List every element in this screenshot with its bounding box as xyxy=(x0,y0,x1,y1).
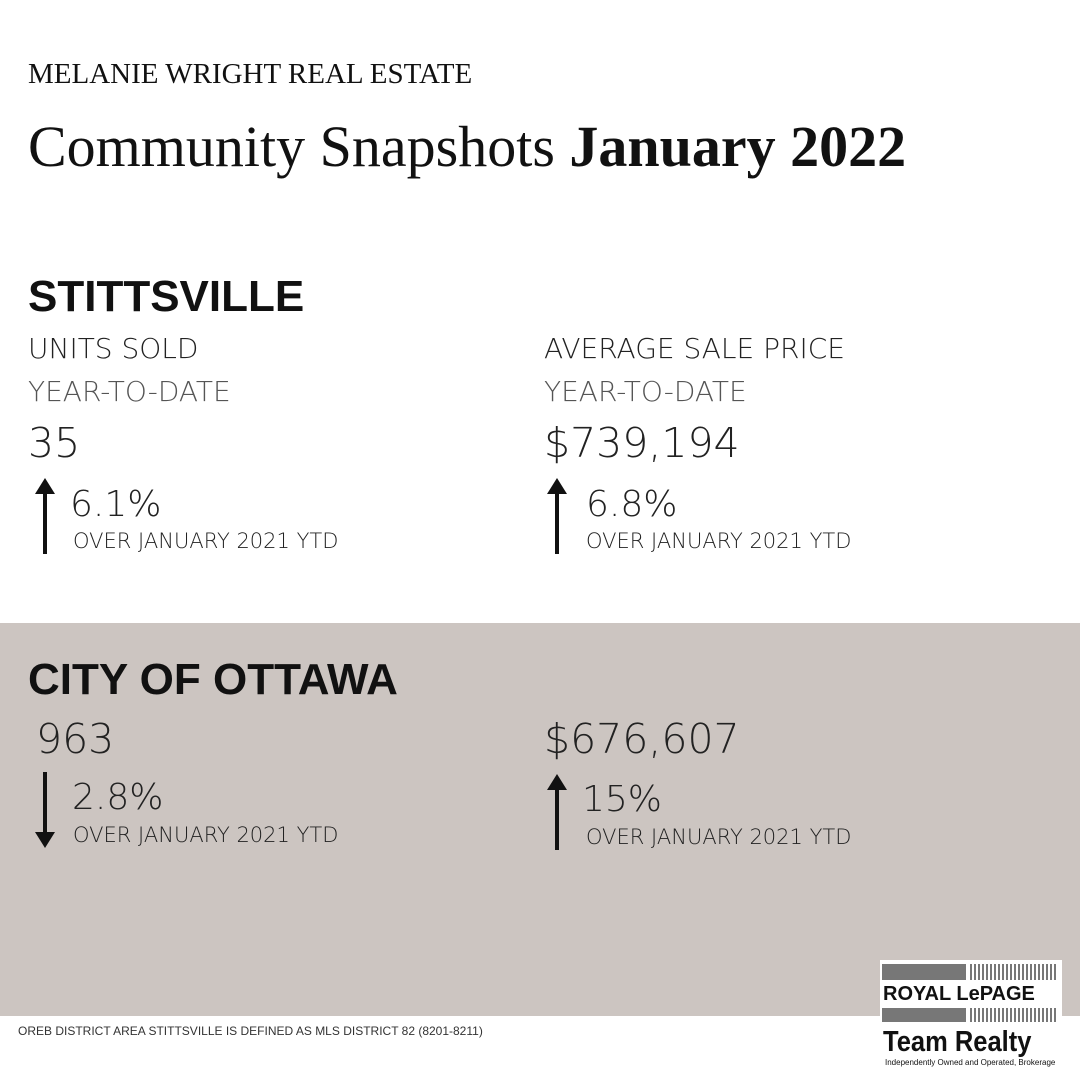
logo-tagline: Independently Owned and Operated, Broker… xyxy=(885,1058,1056,1067)
stat-change: 2.8% xyxy=(72,777,164,818)
stat-period: YEAR-TO-DATE xyxy=(544,375,747,408)
section-name: CITY OF OTTAWA xyxy=(28,655,398,704)
stat-period: YEAR-TO-DATE xyxy=(28,375,231,408)
logo-bars xyxy=(882,964,1056,980)
trend-arrow xyxy=(547,478,567,554)
logo-bars xyxy=(882,1008,1056,1022)
stat-comparison: OVER JANUARY 2021 YTD xyxy=(586,529,852,553)
arrow-head xyxy=(35,832,55,848)
section-name: STITTSVILLE xyxy=(28,272,305,321)
title: Community Snapshots January 2022 xyxy=(28,118,906,176)
stat-change: 6.8% xyxy=(586,484,678,525)
stat-value: 963 xyxy=(36,715,115,763)
trend-arrow xyxy=(35,772,55,848)
logo: ROYAL LePAGE Team Realty Independently O… xyxy=(880,960,1062,1072)
stat-label: AVERAGE SALE PRICE xyxy=(544,332,845,365)
brand: MELANIE WRIGHT REAL ESTATE xyxy=(28,58,473,90)
logo-office: Team Realty xyxy=(883,1026,1032,1058)
trend-arrow xyxy=(35,478,55,554)
title-text: Community Snapshots xyxy=(28,114,555,179)
stat-change: 6.1% xyxy=(70,484,162,525)
arrow-head xyxy=(35,478,55,494)
footer-note: OREB DISTRICT AREA STITTSVILLE IS DEFINE… xyxy=(18,1024,483,1038)
arrow-head xyxy=(547,478,567,494)
stat-value: 35 xyxy=(28,419,81,467)
title-emphasis: January 2022 xyxy=(569,114,907,179)
trend-arrow xyxy=(547,774,567,850)
stat-comparison: OVER JANUARY 2021 YTD xyxy=(586,825,852,849)
stat-comparison: OVER JANUARY 2021 YTD xyxy=(73,823,339,847)
arrow-head xyxy=(547,774,567,790)
stat-change: 15% xyxy=(582,779,663,820)
ottawa-background xyxy=(0,623,1080,1016)
stat-label: UNITS SOLD xyxy=(28,332,199,365)
stat-value: $676,607 xyxy=(544,715,740,763)
logo-brand: ROYAL LePAGE xyxy=(883,983,1035,1005)
stat-value: $739,194 xyxy=(544,419,740,467)
stat-comparison: OVER JANUARY 2021 YTD xyxy=(73,529,339,553)
